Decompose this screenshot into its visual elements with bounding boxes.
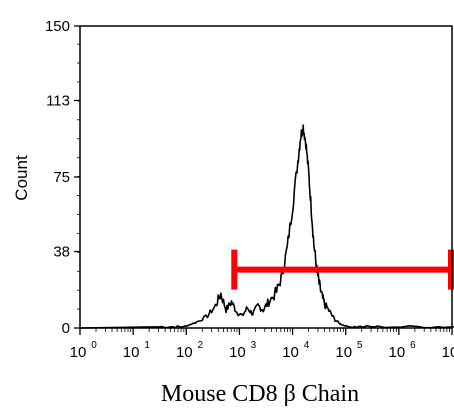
x-tick-exponent: 3 (251, 340, 257, 351)
x-tick-exponent: 4 (304, 340, 310, 351)
x-tick-exponent: 5 (357, 340, 363, 351)
x-tick-label: 10 (442, 344, 454, 361)
x-tick-exponent: 1 (144, 340, 150, 351)
x-tick-label: 10 (70, 344, 87, 361)
x-tick-label: 10 (229, 344, 246, 361)
x-tick-label: 10 (123, 344, 140, 361)
x-tick-base: 10 (389, 344, 406, 361)
y-tick-label: 75 (53, 169, 70, 186)
x-tick-label: 10 (389, 344, 406, 361)
x-tick-label: 10 (176, 344, 193, 361)
x-tick-exponent: 0 (91, 340, 97, 351)
x-tick-base: 10 (229, 344, 246, 361)
x-axis-label: Mouse CD8 β Chain (161, 381, 359, 407)
gate-marker (231, 249, 454, 290)
y-tick-label: 150 (45, 18, 70, 35)
x-tick-exponent: 2 (198, 340, 204, 351)
x-tick-base: 10 (70, 344, 87, 361)
x-tick-exponent: 6 (410, 340, 416, 351)
y-tick-label: 113 (46, 92, 70, 109)
histogram-line (79, 124, 454, 329)
x-tick-base: 10 (123, 344, 140, 361)
x-tick-base: 10 (282, 344, 299, 361)
x-tick-label: 10 (335, 344, 352, 361)
y-tick-label: 0 (62, 320, 70, 337)
x-tick-base: 10 (442, 344, 454, 361)
plot-frame (79, 25, 453, 329)
y-tick-label: 38 (53, 243, 70, 260)
y-axis-label: Count (12, 155, 31, 201)
x-tick-base: 10 (335, 344, 352, 361)
x-tick-base: 10 (176, 344, 193, 361)
x-tick-label: 10 (282, 344, 299, 361)
